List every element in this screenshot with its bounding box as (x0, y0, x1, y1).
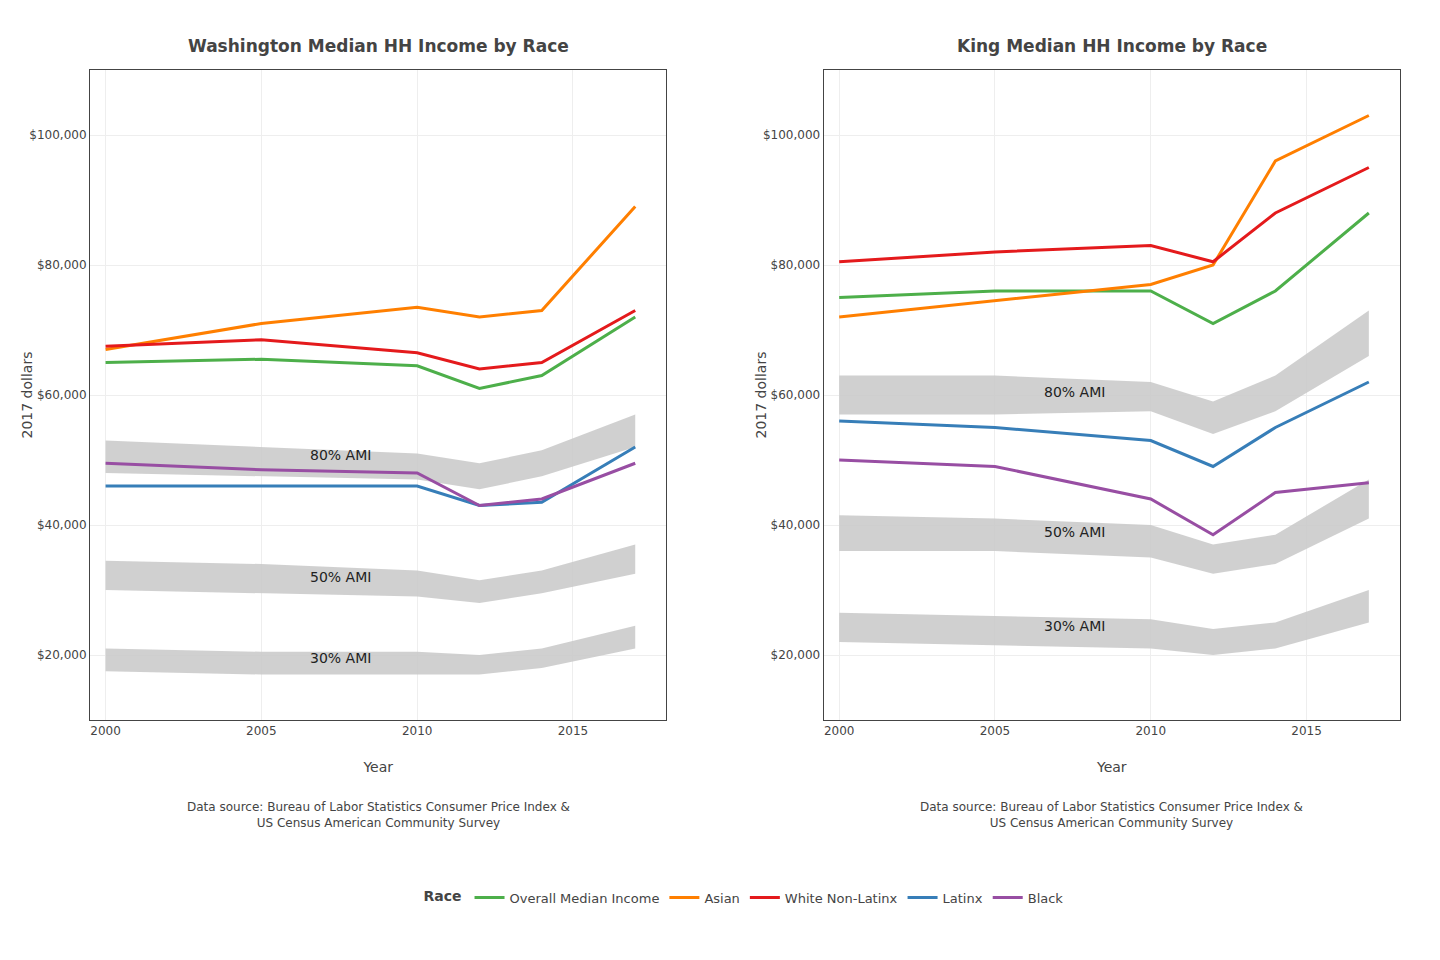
svg-text:Data source: Bureau of Labor S: Data source: Bureau of Labor Statistics … (187, 800, 570, 830)
svg-text:Year: Year (1096, 759, 1127, 775)
svg-text:King Median HH Income by Race: King Median HH Income by Race (957, 36, 1267, 56)
svg-text:2015: 2015 (558, 724, 589, 738)
svg-text:Washington Median HH Income by: Washington Median HH Income by Race (188, 36, 569, 56)
svg-text:2017 dollars: 2017 dollars (19, 352, 35, 439)
svg-text:2015: 2015 (1291, 724, 1322, 738)
svg-text:$60,000: $60,000 (771, 388, 821, 402)
svg-text:2010: 2010 (402, 724, 433, 738)
svg-text:50% AMI: 50% AMI (310, 569, 371, 585)
svg-text:2000: 2000 (824, 724, 855, 738)
svg-text:$80,000: $80,000 (771, 258, 821, 272)
svg-text:$100,000: $100,000 (29, 128, 86, 142)
svg-text:30% AMI: 30% AMI (310, 650, 371, 666)
svg-text:2005: 2005 (246, 724, 277, 738)
svg-text:30% AMI: 30% AMI (1044, 618, 1105, 634)
svg-text:Overall Median Income: Overall Median Income (510, 891, 660, 906)
svg-text:$100,000: $100,000 (763, 128, 820, 142)
svg-text:Data source: Bureau of Labor S: Data source: Bureau of Labor Statistics … (920, 800, 1303, 830)
svg-text:$20,000: $20,000 (771, 648, 821, 662)
svg-text:$40,000: $40,000 (771, 518, 821, 532)
svg-text:$20,000: $20,000 (37, 648, 87, 662)
svg-text:Black: Black (1028, 891, 1064, 906)
svg-text:Asian: Asian (704, 891, 739, 906)
svg-text:2010: 2010 (1135, 724, 1166, 738)
svg-text:80% AMI: 80% AMI (1044, 384, 1105, 400)
svg-text:$60,000: $60,000 (37, 388, 87, 402)
svg-text:50% AMI: 50% AMI (1044, 524, 1105, 540)
svg-text:80% AMI: 80% AMI (310, 447, 371, 463)
svg-text:Latinx: Latinx (943, 891, 983, 906)
svg-text:2000: 2000 (90, 724, 121, 738)
svg-text:Year: Year (362, 759, 393, 775)
svg-text:2017 dollars: 2017 dollars (753, 352, 769, 439)
svg-text:White Non-Latinx: White Non-Latinx (785, 891, 898, 906)
svg-text:Race: Race (424, 888, 462, 904)
svg-text:2005: 2005 (980, 724, 1011, 738)
svg-text:$40,000: $40,000 (37, 518, 87, 532)
svg-text:$80,000: $80,000 (37, 258, 87, 272)
